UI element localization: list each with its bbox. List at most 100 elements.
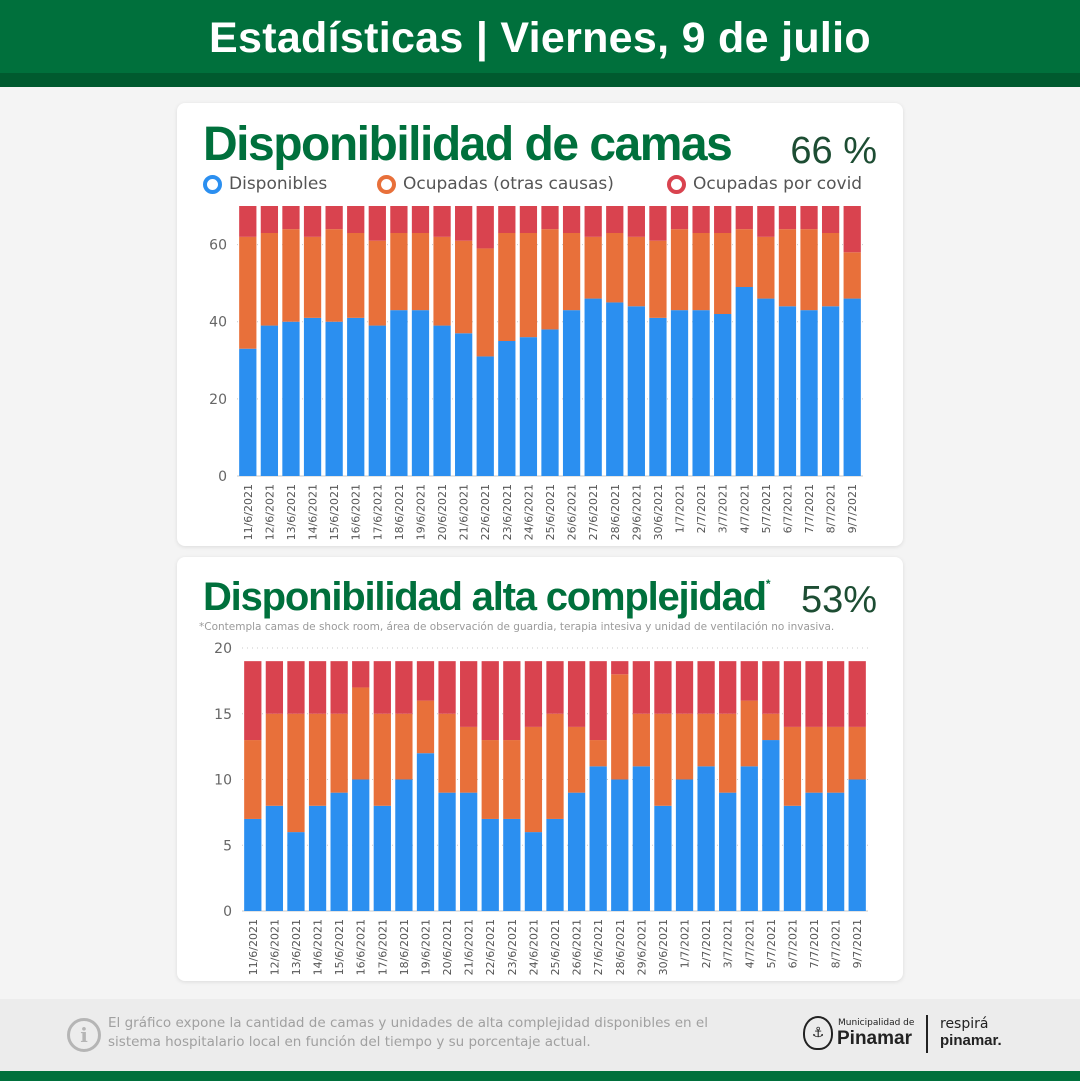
bar-segment-covid — [481, 661, 499, 741]
beds-card-title: Disponibilidad de camas — [203, 118, 733, 171]
y-tick-label: 40 — [209, 315, 227, 331]
bar-segment-disponibles — [740, 766, 758, 911]
bar-segment-otras — [519, 233, 538, 338]
bar-segment-otras — [632, 713, 650, 767]
x-tick-label: 17/6/2021 — [371, 484, 384, 540]
bar-segment-disponibles — [438, 792, 456, 911]
bar-segment-otras — [783, 726, 802, 806]
bar-segment-disponibles — [460, 792, 478, 911]
bar-segment-covid — [697, 661, 715, 714]
bar-segment-covid — [740, 661, 758, 701]
bar-segment-covid — [352, 661, 370, 688]
bar-segment-disponibles — [805, 792, 823, 911]
bar-segment-otras — [697, 713, 715, 767]
bar-segment-covid — [649, 206, 667, 241]
bar-segment-otras — [433, 236, 451, 326]
bar-segment-covid — [821, 206, 840, 233]
bar-segment-covid — [567, 661, 586, 727]
bar-segment-otras — [460, 726, 478, 793]
x-tick-label: 18/6/2021 — [398, 919, 411, 975]
bar-segment-otras — [541, 229, 559, 330]
bar-segment-otras — [481, 740, 499, 819]
bar-segment-otras — [805, 726, 823, 793]
x-tick-label: 2/7/2021 — [700, 919, 713, 968]
bar-segment-otras — [719, 713, 737, 793]
y-tick-label: 20 — [209, 392, 227, 408]
legend-label-disponibles: Disponibles — [229, 174, 328, 194]
bar-segment-otras — [503, 740, 521, 819]
bar-segment-otras — [735, 229, 753, 287]
bar-segment-disponibles — [757, 298, 775, 476]
bar-segment-covid — [503, 661, 521, 741]
beds-percent: 66 % — [790, 130, 877, 172]
bar-segment-disponibles — [498, 341, 516, 476]
x-tick-label: 6/7/2021 — [781, 484, 794, 533]
bar-segment-covid — [692, 206, 710, 233]
bar-segment-disponibles — [848, 779, 866, 911]
bar-segment-covid — [373, 661, 391, 714]
logo-divider — [926, 1015, 928, 1053]
x-tick-label: 20/6/2021 — [436, 484, 449, 540]
bar-segment-otras — [368, 240, 386, 326]
bar-segment-disponibles — [416, 753, 435, 911]
bar-segment-otras — [757, 236, 775, 299]
bar-segment-covid — [541, 206, 559, 230]
x-tick-label: 14/6/2021 — [312, 919, 325, 975]
bar-segment-otras — [589, 740, 607, 767]
bar-segment-otras — [373, 713, 391, 806]
chart-legend: Disponibles Ocupadas (otras causas) Ocup… — [203, 174, 883, 198]
bar-segment-disponibles — [675, 779, 694, 911]
bar-segment-disponibles — [265, 805, 284, 911]
bar-segment-disponibles — [697, 766, 715, 911]
bar-segment-covid — [589, 661, 607, 741]
bar-segment-disponibles — [632, 766, 650, 911]
bar-segment-otras — [265, 713, 284, 806]
bar-segment-disponibles — [287, 832, 305, 911]
x-tick-label: 11/6/2021 — [247, 919, 260, 975]
bar-segment-disponibles — [455, 333, 473, 476]
bar-segment-covid — [783, 661, 802, 727]
x-tick-label: 13/6/2021 — [285, 484, 298, 540]
x-tick-label: 13/6/2021 — [290, 919, 303, 975]
bar-segment-covid — [239, 206, 257, 237]
bar-segment-covid — [611, 661, 629, 675]
bar-segment-disponibles — [308, 805, 327, 911]
bar-segment-otras — [670, 229, 689, 311]
x-tick-label: 4/7/2021 — [738, 484, 751, 533]
logo-pinamar-brand: pinamar. — [940, 1032, 1002, 1049]
bar-segment-disponibles — [476, 356, 494, 476]
bar-segment-covid — [778, 206, 797, 230]
bar-segment-covid — [606, 206, 624, 233]
x-tick-label: 19/6/2021 — [414, 484, 427, 540]
x-tick-label: 17/6/2021 — [376, 919, 389, 975]
footer-band — [0, 1071, 1080, 1081]
y-tick-label: 10 — [214, 773, 232, 789]
bar-segment-otras — [395, 713, 413, 780]
bar-segment-disponibles — [826, 792, 845, 911]
bar-segment-covid — [433, 206, 451, 237]
bar-segment-otras — [476, 248, 494, 357]
bar-segment-otras — [325, 229, 343, 322]
x-tick-label: 3/7/2021 — [722, 919, 735, 968]
x-tick-label: 23/6/2021 — [506, 919, 519, 975]
x-tick-label: 23/6/2021 — [501, 484, 514, 540]
footnote: *Contempla camas de shock room, área de … — [199, 621, 835, 633]
bar-segment-disponibles — [567, 792, 586, 911]
high-complexity-title-text: Disponibilidad alta complejidad — [203, 575, 767, 619]
header-band — [0, 73, 1080, 87]
bar-segment-disponibles — [584, 298, 602, 476]
bar-segment-otras — [675, 713, 694, 780]
bar-segment-otras — [714, 233, 732, 314]
high-complexity-percent: 53% — [800, 579, 877, 621]
x-tick-label: 30/6/2021 — [652, 484, 665, 540]
bar-segment-disponibles — [303, 317, 322, 476]
y-tick-label: 60 — [209, 238, 227, 254]
bar-segment-otras — [800, 229, 818, 311]
beds-chart: 0 20 40 60 11/6/2021 12/6/2021 13/6/2021 14/6/2… — [209, 206, 863, 540]
bar-segment-otras — [546, 713, 564, 819]
bar-segment-disponibles — [821, 306, 840, 476]
bar-segment-disponibles — [562, 310, 581, 476]
bar-segment-disponibles — [589, 766, 607, 911]
bar-segment-otras — [567, 726, 586, 793]
y-tick-label: 5 — [223, 838, 232, 854]
